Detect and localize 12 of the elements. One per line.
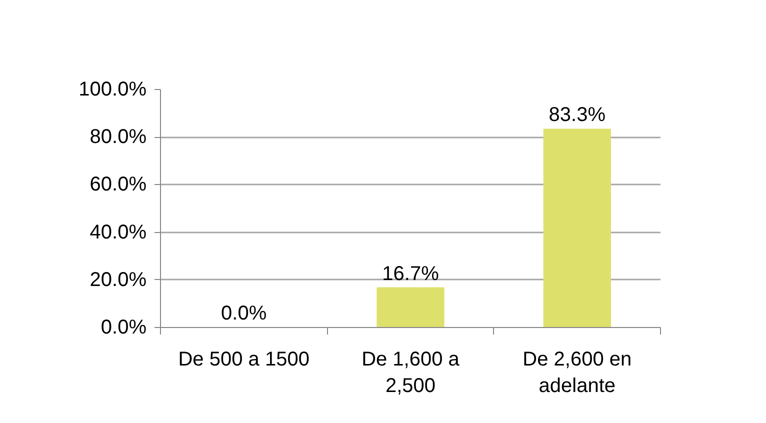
y-tick-label: 0.0% bbox=[100, 316, 147, 338]
y-tick-label: 80.0% bbox=[90, 126, 147, 148]
y-tick-label: 100.0% bbox=[78, 78, 147, 100]
y-tick-label: 60.0% bbox=[90, 174, 147, 196]
x-tick-label: De 1,600 a 2,500 bbox=[362, 348, 460, 397]
data-label: 0.0% bbox=[221, 302, 267, 324]
y-tick-label: 40.0% bbox=[90, 221, 147, 244]
y-tick-label: 20.0% bbox=[90, 268, 147, 291]
x-tick-label: De 2,600 en adelante bbox=[522, 348, 632, 397]
x-tick-label: De 500 a 1500 bbox=[178, 348, 310, 370]
data-label: 16.7% bbox=[382, 262, 440, 285]
data-label: 83.3% bbox=[548, 104, 606, 126]
